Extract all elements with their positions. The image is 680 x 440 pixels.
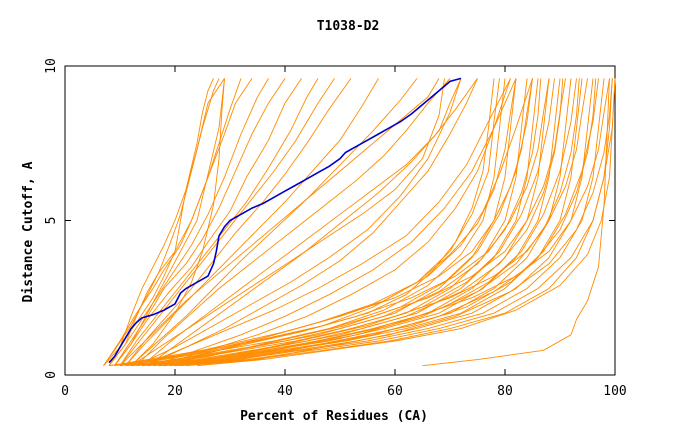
- series-line-23: [158, 78, 511, 367]
- y-axis-label: Distance Cutoff, A: [21, 161, 36, 302]
- series-line-4: [103, 78, 242, 366]
- series-line-57: [422, 78, 610, 367]
- y-tick-label: 0: [44, 371, 59, 379]
- series-line-52: [158, 78, 580, 367]
- series-line-12: [125, 78, 379, 366]
- series-line-51: [141, 78, 564, 367]
- series-line-46: [136, 78, 550, 367]
- series-line-10: [119, 78, 335, 366]
- series-line-37: [169, 78, 605, 367]
- series-line-15: [114, 78, 225, 366]
- series-line-2: [103, 78, 220, 366]
- series-line-45: [119, 78, 533, 367]
- plot-area: [64, 65, 616, 376]
- x-tick-label: 100: [603, 384, 626, 399]
- series-line-28: [119, 78, 506, 367]
- x-tick-label: 80: [497, 384, 513, 399]
- series-line-38: [174, 78, 613, 367]
- x-tick-label: 60: [387, 384, 403, 399]
- series-line-47: [152, 78, 566, 367]
- series-line-7: [114, 78, 286, 366]
- series-line-6: [108, 78, 269, 366]
- series-line-48: [163, 78, 588, 367]
- series-line-40: [114, 78, 500, 367]
- series-group: [103, 78, 616, 367]
- x-tick-label: 40: [277, 384, 293, 399]
- x-axis-ticks: 0 20 40 60 80 100: [61, 66, 627, 399]
- series-line-53: [174, 78, 597, 367]
- x-axis-label: Percent of Residues (CA): [240, 409, 428, 424]
- series-line-24: [147, 78, 478, 367]
- series-line-22: [152, 78, 517, 367]
- series-line-17: [136, 78, 451, 367]
- series-line-56: [196, 78, 616, 367]
- series-line-19: [147, 78, 462, 367]
- series-line-35: [158, 78, 583, 367]
- series-line-55: [108, 78, 517, 367]
- series-line-13: [130, 78, 418, 367]
- series-line-50: [125, 78, 542, 367]
- y-tick-label: 5: [44, 217, 59, 225]
- series-line-9: [119, 78, 319, 366]
- series-line-26: [136, 78, 462, 367]
- chart-title: T1038-D2: [317, 19, 380, 34]
- series-line-14: [130, 78, 225, 367]
- series-line-29: [125, 78, 517, 367]
- x-tick-label: 20: [167, 384, 183, 399]
- highlight-series-line: [108, 77, 462, 364]
- y-axis-ticks: 0 5 10: [44, 58, 615, 379]
- series-line-8: [114, 78, 302, 366]
- x-tick-label: 0: [61, 384, 69, 399]
- series-line-21: [141, 78, 511, 367]
- series-line-20: [130, 78, 445, 367]
- y-tick-label: 10: [44, 58, 59, 74]
- series-line-3: [108, 78, 225, 366]
- series-line-11: [125, 78, 352, 366]
- highlight-group: [108, 77, 462, 364]
- series-line-54: [185, 78, 613, 367]
